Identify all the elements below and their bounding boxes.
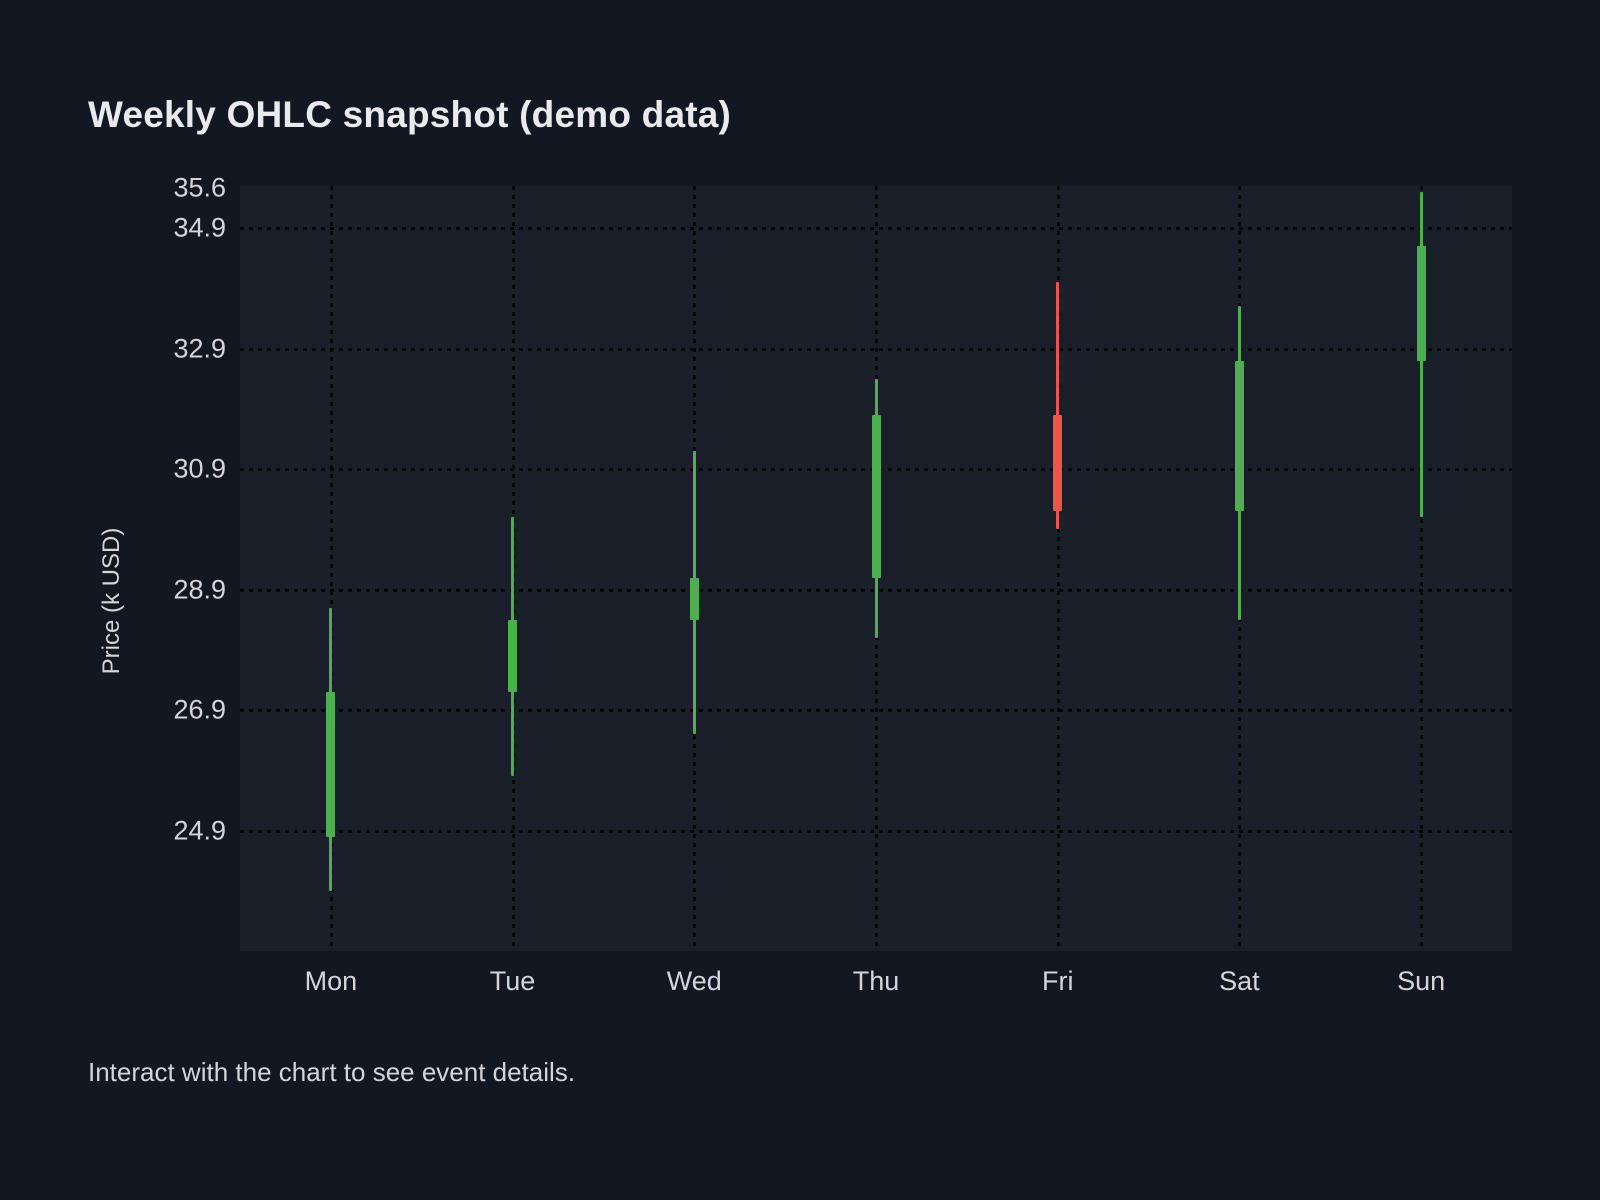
y-tick-label: 26.9 — [173, 694, 226, 725]
y-tick-label: 28.9 — [173, 574, 226, 605]
gridline-vertical — [329, 186, 333, 951]
y-tick-label: 35.6 — [173, 172, 226, 203]
candlestick-plot-area[interactable] — [240, 186, 1512, 951]
gridline-vertical — [1420, 186, 1424, 951]
chart-title: Weekly OHLC snapshot (demo data) — [88, 94, 732, 135]
candle-body-sun[interactable] — [1416, 246, 1426, 361]
gridline-vertical — [1056, 186, 1060, 951]
x-tick-label-wed: Wed — [666, 966, 722, 996]
y-tick-label: 32.9 — [173, 333, 226, 364]
candle-body-mon[interactable] — [326, 691, 336, 837]
y-tick-label: 34.9 — [173, 212, 226, 243]
candle-wick-fri — [1056, 282, 1060, 530]
x-tick-label-fri: Fri — [1041, 966, 1074, 996]
y-axis-title: Price (k USD) — [98, 527, 125, 675]
x-tick-label-thu: Thu — [852, 966, 900, 996]
x-tick-label-tue: Tue — [489, 966, 536, 996]
y-tick-label: 30.9 — [173, 453, 226, 484]
x-tick-label-mon: Mon — [304, 966, 358, 996]
candle-body-fri[interactable] — [1053, 414, 1063, 512]
x-tick-label-sun: Sun — [1397, 966, 1446, 996]
candle-body-tue[interactable] — [508, 619, 518, 692]
candle-body-sat[interactable] — [1234, 360, 1244, 512]
candle-body-thu[interactable] — [871, 414, 881, 578]
footer-hint: Interact with the chart to see event det… — [88, 1057, 576, 1087]
x-tick-label-sat: Sat — [1219, 966, 1260, 996]
y-tick-label: 24.9 — [173, 815, 226, 846]
candle-body-wed[interactable] — [689, 577, 699, 620]
